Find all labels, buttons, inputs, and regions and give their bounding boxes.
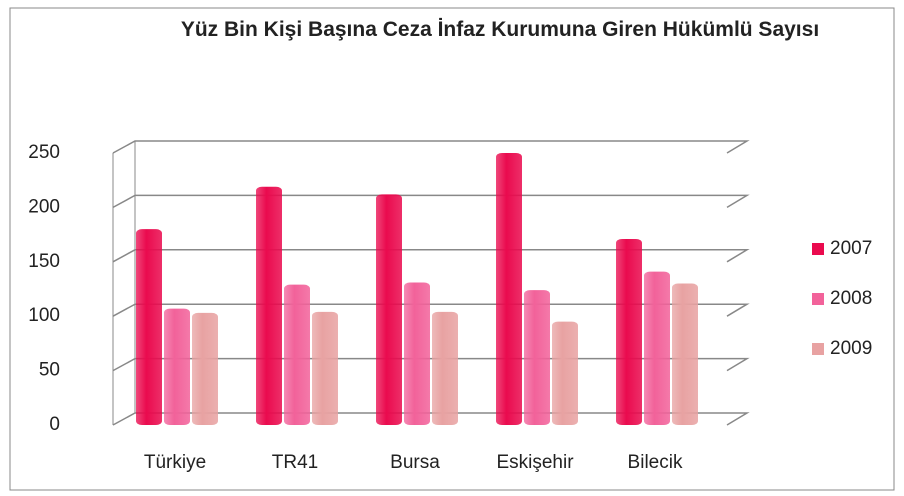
x-tick-label: Türkiye xyxy=(144,452,206,473)
bar xyxy=(164,308,190,425)
legend-swatch xyxy=(812,343,824,355)
frame xyxy=(9,7,895,491)
legend-swatch xyxy=(812,243,824,255)
chart-title: Yüz Bin Kişi Başına Ceza İnfaz Kurumuna … xyxy=(180,18,820,41)
y-tick-label: 50 xyxy=(39,360,60,381)
legend-label: 2009 xyxy=(830,338,872,359)
grid-line xyxy=(112,303,750,317)
bar xyxy=(284,284,310,425)
bar xyxy=(404,282,430,425)
grid-line xyxy=(112,249,750,263)
bar xyxy=(496,153,522,425)
bar xyxy=(256,186,282,425)
y-tick-label: 200 xyxy=(28,196,60,217)
legend-swatch xyxy=(812,293,824,305)
bar xyxy=(672,283,698,425)
y-tick-label: 250 xyxy=(28,142,60,163)
bar xyxy=(376,194,402,425)
x-tick-label: Bursa xyxy=(390,452,440,473)
bar xyxy=(552,321,578,425)
legend-label: 2008 xyxy=(830,288,872,309)
grid-line xyxy=(112,194,750,209)
y-tick-label: 0 xyxy=(49,414,60,435)
bar xyxy=(432,311,458,425)
grid-line xyxy=(112,140,750,154)
bar xyxy=(616,238,642,425)
y-tick-label: 100 xyxy=(28,305,60,326)
bar xyxy=(312,311,338,425)
bar xyxy=(524,290,550,425)
y-tick-label: 150 xyxy=(28,251,60,272)
bar xyxy=(136,229,162,425)
bar xyxy=(192,312,218,425)
bar xyxy=(644,271,670,425)
x-tick-label: Bilecik xyxy=(628,452,683,473)
x-tick-label: TR41 xyxy=(272,452,318,473)
legend-label: 2007 xyxy=(830,238,872,259)
x-tick-label: Eskişehir xyxy=(496,452,574,473)
